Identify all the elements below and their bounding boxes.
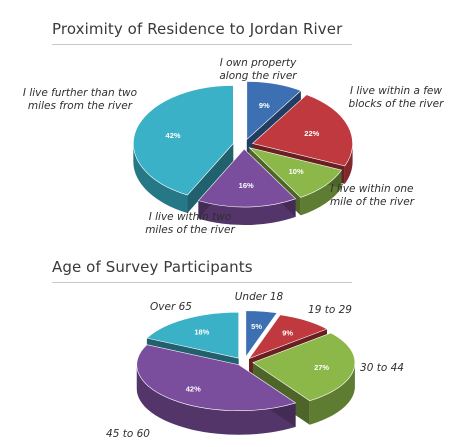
- title-rule-age: [52, 282, 352, 283]
- pie-1-category-label-5: I live further than two miles from the ri…: [23, 87, 137, 112]
- pie-2-slice-1: [245, 310, 278, 358]
- pie-2-category-label-2: 19 to 29: [308, 304, 352, 316]
- pie-2-side-3: [309, 362, 355, 425]
- title-rule-proximity: [52, 44, 352, 45]
- pie-1-slice-5: [133, 85, 234, 196]
- pie-2-value-label-1: 5%: [251, 322, 262, 331]
- pie-1-slice-1: [246, 81, 302, 141]
- pie-1-slice-2: [251, 94, 353, 167]
- pie-1-value-label-3: 10%: [289, 167, 304, 176]
- pie-2-category-label-3: 30 to 44: [360, 362, 404, 374]
- pie-1-side-4: [198, 198, 296, 226]
- pie-1-slice-3: [248, 147, 343, 198]
- chart-title-age: Age of Survey Participants: [52, 258, 253, 276]
- pie-2-slice-2: [248, 314, 328, 360]
- pie-1-category-label-4: I live within two miles of the river: [145, 211, 235, 236]
- pie-1-side-5: [133, 143, 188, 214]
- pie-2-slice-3: [252, 332, 356, 402]
- pie-2-slice-5: [146, 311, 239, 359]
- pie-1-value-label-2: 22%: [304, 129, 319, 138]
- pie-1-category-label-2: I live within a few blocks of the river: [349, 85, 445, 110]
- pie-1-slice-4: [197, 148, 297, 208]
- pie-1-value-label-5: 42%: [166, 131, 181, 140]
- pie-1-cut-5-0: [187, 143, 234, 214]
- pie-2-value-label-2: 9%: [282, 329, 293, 338]
- pie-1-value-label-1: 9%: [259, 101, 270, 110]
- pie-1-value-label-4: 16%: [239, 181, 254, 190]
- pie-2-category-label-4: 45 to 60: [106, 428, 150, 440]
- pie-1-category-label-3: I live within one mile of the river: [330, 183, 415, 208]
- pie-2-slice-4: [136, 344, 297, 412]
- pie-2-category-label-5: Over 65: [150, 301, 192, 313]
- pie-2-value-label-3: 27%: [314, 363, 329, 372]
- pie-2-value-label-5: 18%: [194, 328, 209, 337]
- pie-2-value-label-4: 42%: [186, 384, 201, 393]
- pie-1-category-label-1: I own property along the river: [219, 57, 297, 82]
- pie-2-category-label-1: Under 18: [235, 291, 284, 303]
- pie-2-side-4: [136, 364, 296, 435]
- chart-title-proximity: Proximity of Residence to Jordan River: [52, 20, 343, 38]
- pie-1-side-2: [344, 143, 353, 184]
